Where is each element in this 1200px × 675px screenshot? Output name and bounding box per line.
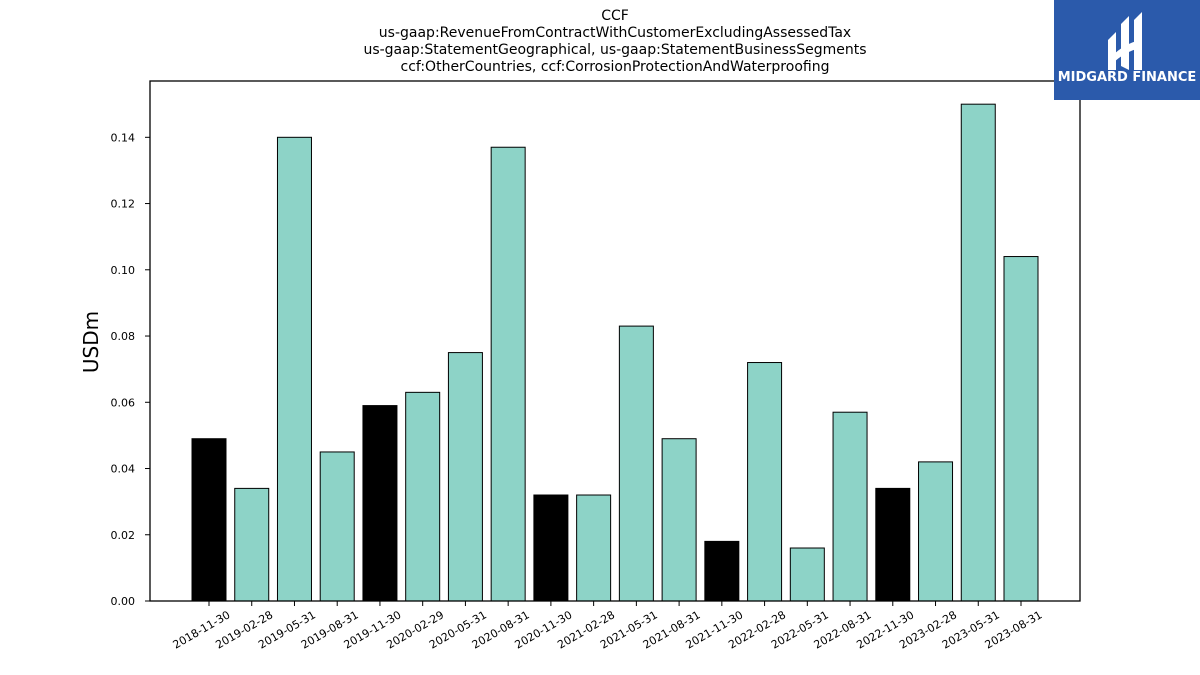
title-line-1: CCF — [601, 8, 629, 24]
y-tick-label: 0.10 — [111, 264, 136, 277]
logo-mark-icon — [1108, 12, 1142, 70]
plot-frame — [149, 80, 1081, 602]
y-axis-label: USDm — [79, 311, 103, 373]
y-tick-label: 0.14 — [111, 131, 136, 144]
logo: MIDGARD FINANCE — [1054, 0, 1200, 100]
bar-2019-05-31 — [276, 136, 312, 602]
logo-wordmark: MIDGARD FINANCE — [1058, 70, 1197, 85]
bar-2023-02-28 — [918, 461, 954, 602]
bar-2020-08-31 — [490, 146, 526, 602]
bars — [191, 103, 1039, 602]
y-tick-label: 0.00 — [111, 595, 136, 608]
chart-title: CCFus-gaap:RevenueFromContractWithCustom… — [363, 8, 866, 75]
x-ticks: 2018-11-302019-02-282019-05-312019-08-31… — [171, 601, 1045, 652]
bar-2022-05-31 — [789, 547, 825, 602]
y-tick-label: 0.02 — [111, 529, 136, 542]
bar-2021-02-28 — [576, 494, 612, 602]
bar-2021-11-30 — [704, 540, 740, 602]
bar-2019-02-28 — [234, 487, 270, 602]
bar-2023-05-31 — [960, 103, 996, 602]
y-tick-label: 0.08 — [111, 330, 136, 343]
bar-2022-11-30 — [875, 487, 911, 602]
bar-2023-08-31 — [1003, 256, 1039, 602]
bar-2020-05-31 — [447, 352, 483, 602]
title-line-3: us-gaap:StatementGeographical, us-gaap:S… — [363, 42, 866, 58]
bar-2018-11-30 — [191, 438, 227, 602]
bar-2019-08-31 — [319, 451, 355, 602]
bar-2020-11-30 — [533, 494, 569, 602]
bar-2022-02-28 — [747, 362, 783, 602]
y-ticks: 0.00 0.02 0.04 0.06 0.08 0.10 0.12 0.14 — [111, 131, 150, 608]
title-line-4: ccf:OtherCountries, ccf:CorrosionProtect… — [401, 59, 830, 75]
axes — [149, 80, 1081, 602]
bar-2022-08-31 — [832, 411, 868, 602]
bar-2019-11-30 — [362, 405, 398, 602]
bar-2020-02-29 — [405, 391, 441, 602]
y-tick-label: 0.06 — [111, 396, 136, 409]
y-tick-label: 0.12 — [111, 198, 136, 211]
bar-2021-05-31 — [618, 325, 654, 602]
title-line-2: us-gaap:RevenueFromContractWithCustomerE… — [379, 25, 851, 41]
y-tick-label: 0.04 — [111, 463, 136, 476]
bar-2021-08-31 — [661, 438, 697, 602]
